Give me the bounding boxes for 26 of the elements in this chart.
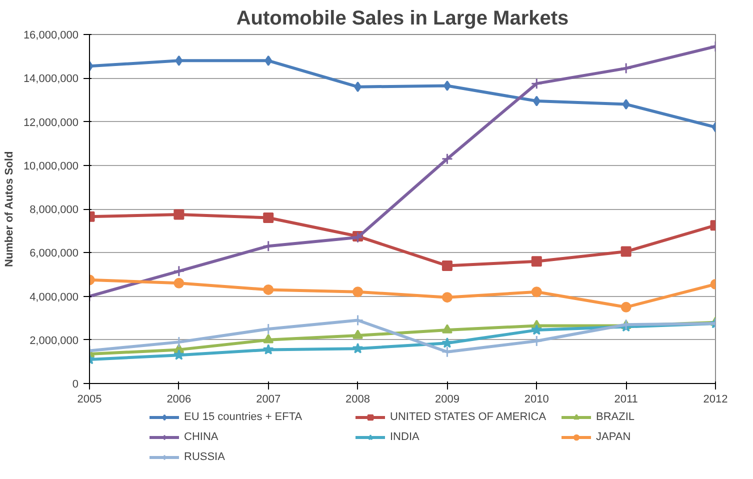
legend-label: UNITED STATES OF AMERICA (390, 411, 548, 423)
y-tick-label: 6,000,000 (30, 248, 78, 260)
y-tick-label: 14,000,000 (23, 73, 79, 86)
legend-label: RUSSIA (184, 451, 226, 463)
legend-label: JAPAN (596, 431, 632, 443)
x-tick-label: 2012 (703, 394, 728, 406)
x-tick-label: 2008 (346, 394, 370, 406)
legend-label: EU 15 countries + EFTA (184, 411, 304, 423)
y-tick-label: 12,000,000 (23, 116, 79, 129)
x-tick-label: 2011 (614, 394, 638, 406)
x-tick-label: 2009 (434, 394, 460, 406)
chart-title: Automobile Sales in Large Markets (236, 8, 569, 30)
y-tick-label: 8,000,000 (30, 204, 78, 216)
legend-label: CHINA (184, 431, 220, 443)
x-tick-label: 2010 (524, 394, 549, 406)
x-tick-label: 2006 (166, 394, 192, 406)
y-tick-label: 4,000,000 (30, 291, 78, 304)
y-tick-label: 0 (72, 378, 79, 390)
legend-label: BRAZIL (596, 411, 636, 423)
x-tick-label: 2005 (77, 394, 102, 406)
y-tick-label: 16,000,000 (23, 30, 79, 42)
y-tick-label: 2,000,000 (30, 334, 78, 347)
legend-label: INDIA (390, 431, 420, 443)
x-tick-label: 2007 (256, 394, 281, 406)
y-tick-label: 10,000,000 (23, 160, 79, 172)
y-axis-title: Number of Autos Sold (3, 151, 16, 268)
